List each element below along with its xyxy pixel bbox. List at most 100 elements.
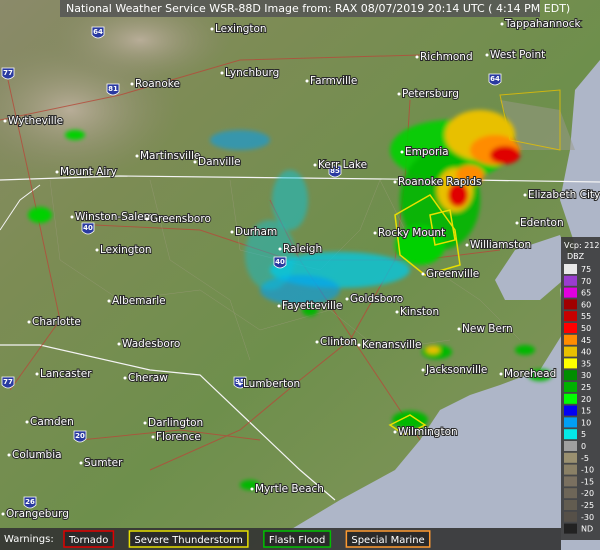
city-dot xyxy=(107,299,111,303)
legend-swatch xyxy=(564,264,577,274)
shield-icon xyxy=(81,222,95,235)
legend-swatch xyxy=(564,500,577,510)
warning-label: Special Marine xyxy=(351,535,424,546)
interstate-shields: 64 77 81 64 85 40 40 95 77 20 26 xyxy=(1,26,502,509)
city-label: Edenton xyxy=(520,217,564,229)
legend-label: 45 xyxy=(581,336,591,345)
shield-icon xyxy=(488,73,502,86)
legend-label: 20 xyxy=(581,395,591,404)
city-dot xyxy=(523,193,527,197)
city-dot xyxy=(357,343,361,347)
city-dot xyxy=(220,71,224,75)
city-label: Lexington xyxy=(100,244,152,256)
legend-swatch xyxy=(564,476,577,487)
city-dot xyxy=(278,247,282,251)
city-label: Wadesboro xyxy=(122,338,180,350)
city-label: Danville xyxy=(198,156,241,168)
shield-icon xyxy=(106,83,120,96)
legend-swatch xyxy=(564,382,577,392)
city-dot xyxy=(238,382,242,386)
city-dot xyxy=(25,420,29,424)
city-label: Cheraw xyxy=(128,372,168,384)
legend-label: -20 xyxy=(581,489,594,498)
city-label: Charlotte xyxy=(32,316,81,328)
legend-swatch xyxy=(564,452,577,463)
city-dot xyxy=(315,340,319,344)
city-label: Goldsboro xyxy=(350,293,403,305)
shield-icon xyxy=(328,165,342,178)
legend-label: 60 xyxy=(581,300,591,309)
city-dot xyxy=(135,154,139,158)
city-dot xyxy=(130,82,134,86)
city-label: Fayetteville xyxy=(282,300,342,312)
city-label: Wilmington xyxy=(398,426,458,438)
legend-label: -5 xyxy=(581,454,589,463)
city-label: Camden xyxy=(30,416,74,428)
shield-number: 77 xyxy=(3,69,13,77)
city-dot xyxy=(465,243,469,247)
city-dot xyxy=(345,297,349,301)
city-label: Roanoke xyxy=(135,78,180,90)
city-label: Myrtle Beach xyxy=(255,483,324,495)
legend-swatch xyxy=(564,370,577,381)
city-dot xyxy=(193,160,197,164)
shield-icon xyxy=(23,496,37,509)
city-label: Rocky Mount xyxy=(378,227,445,239)
city-label: Roanoke Rapids xyxy=(398,176,481,188)
city-dot xyxy=(143,421,147,425)
legend-label: -15 xyxy=(581,477,594,486)
legend-label: 75 xyxy=(581,265,591,274)
city-dot xyxy=(151,435,155,439)
city-dot xyxy=(145,217,149,221)
legend-label: 25 xyxy=(581,383,591,392)
city-label: Sumter xyxy=(84,457,123,469)
city-label: Farmville xyxy=(310,75,357,87)
legend-label: 10 xyxy=(581,418,591,427)
warning-label: Tornado xyxy=(68,535,108,546)
city-dot xyxy=(27,320,31,324)
legend-swatch xyxy=(564,464,577,475)
legend-label: 15 xyxy=(581,407,591,416)
legend-vcp: Vcp: 212 xyxy=(564,241,599,250)
warning-key xyxy=(128,530,249,548)
city-dot xyxy=(313,163,317,167)
city-dot xyxy=(277,304,281,308)
city-label: Winston-Salem xyxy=(75,211,154,223)
legend-label: 70 xyxy=(581,277,591,286)
city-label: Kerr Lake xyxy=(318,159,367,171)
shield-icon xyxy=(73,430,87,443)
legend-swatch xyxy=(564,287,577,298)
city-dot xyxy=(395,310,399,314)
city-label: Lancaster xyxy=(40,368,92,380)
shield-number: 77 xyxy=(3,378,13,386)
legend-label: -25 xyxy=(581,501,594,510)
city-label: Greensboro xyxy=(150,213,211,225)
city-label: Raleigh xyxy=(283,243,322,255)
city-dot xyxy=(117,342,121,346)
warning-items: Tornado Severe Thunderstorm Flash Flood Spe… xyxy=(63,530,431,548)
city-label: Kinston xyxy=(400,306,439,318)
city-dot xyxy=(250,487,254,491)
city-label: Petersburg xyxy=(402,88,459,100)
city-dot xyxy=(373,231,377,235)
legend-swatch xyxy=(564,523,577,534)
legend-swatch xyxy=(564,441,577,451)
shield-number: 95 xyxy=(235,378,245,386)
warning-key xyxy=(63,530,115,548)
shield-number: 26 xyxy=(25,498,35,506)
city-label: New Bern xyxy=(462,323,513,335)
legend-label: 30 xyxy=(581,371,591,380)
legend-swatch xyxy=(564,417,577,428)
city-label: Lexington xyxy=(215,23,267,35)
warning-key xyxy=(345,530,431,548)
shield-number: 20 xyxy=(75,432,85,440)
warnings-label: Warnings: xyxy=(4,534,54,545)
city-dot xyxy=(421,272,425,276)
legend-label: 40 xyxy=(581,348,591,357)
city-label: Durham xyxy=(235,226,277,238)
header-title: National Weather Service WSR-88D Image f… xyxy=(66,2,570,15)
city-label: Morehead xyxy=(504,368,556,380)
legend-swatch xyxy=(564,323,577,333)
legend-unit: DBZ xyxy=(567,252,585,261)
